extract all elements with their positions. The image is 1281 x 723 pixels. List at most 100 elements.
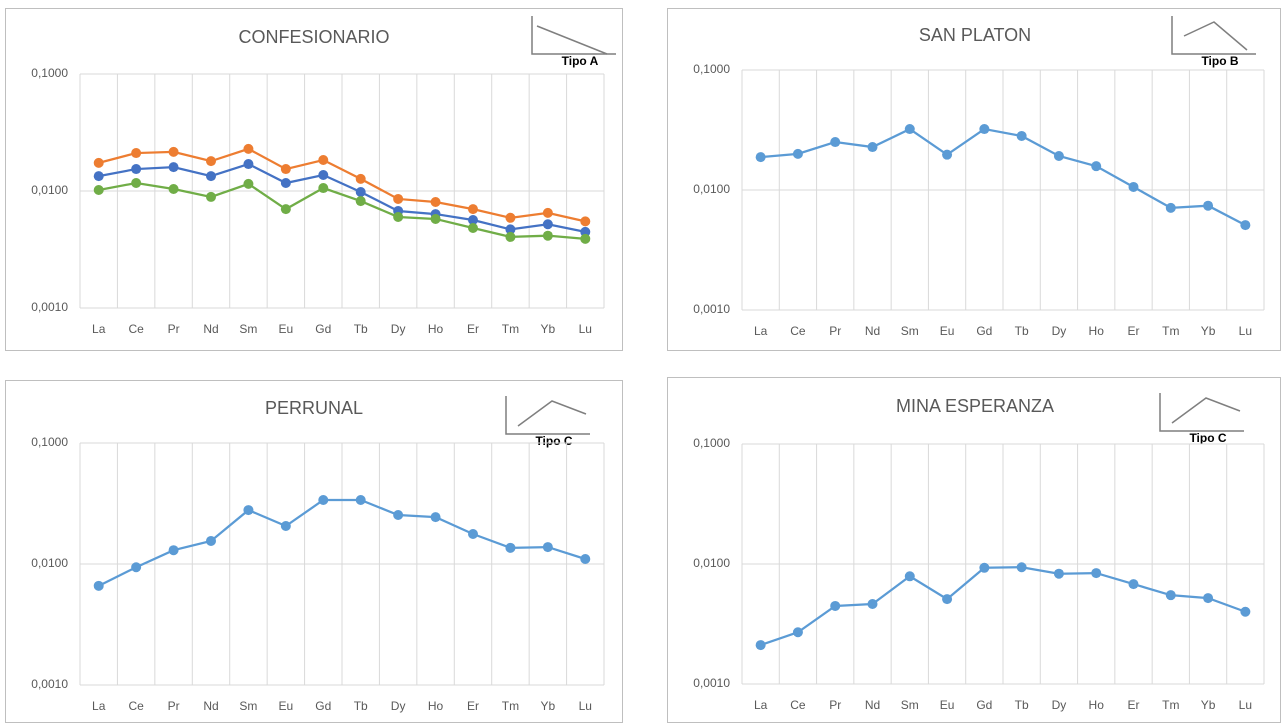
data-point: [393, 193, 404, 204]
x-tick-label: Sm: [901, 698, 919, 712]
y-tick-label: 0,0100: [693, 182, 730, 196]
x-tick-label: Pr: [829, 324, 841, 338]
data-point: [206, 156, 216, 167]
data-point: [280, 164, 291, 175]
y-tick-label: 0,1000: [693, 62, 730, 76]
x-tick-label: Dy: [391, 699, 406, 713]
x-tick-label: Tb: [1015, 698, 1029, 712]
chart-title: CONFESIONARIO: [238, 27, 389, 47]
data-point: [1203, 200, 1214, 211]
x-tick-label: Dy: [1052, 698, 1067, 712]
annotation: Tipo C: [535, 434, 572, 448]
x-tick-label: Er: [1128, 698, 1140, 712]
data-point: [505, 224, 516, 235]
data-point: [131, 562, 142, 573]
data-point: [131, 148, 142, 159]
x-tick-label: Ho: [428, 322, 444, 336]
data-point: [580, 216, 591, 227]
data-point: [243, 505, 254, 516]
data-point: [867, 142, 878, 153]
series-line: [760, 127, 1246, 227]
x-tick-label: Tm: [502, 699, 519, 713]
data-point: [542, 230, 553, 241]
x-tick-label: Ho: [1089, 324, 1105, 338]
data-point: [318, 495, 329, 506]
data-point: [1091, 568, 1102, 579]
data-point: [206, 191, 216, 202]
data-point: [393, 510, 404, 521]
data-point: [206, 171, 216, 182]
y-tick-label: 0,0010: [693, 676, 730, 690]
data-point: [468, 204, 478, 215]
x-tick-label: Sm: [239, 699, 257, 713]
x-tick-label: Eu: [940, 698, 955, 712]
x-tick-label: Yb: [541, 699, 556, 713]
series-line: [98, 147, 586, 223]
data-point: [580, 233, 591, 244]
x-tick-label: Lu: [1239, 324, 1252, 338]
annotation: Tipo B: [1201, 54, 1238, 68]
data-point: [542, 219, 553, 230]
icon-shape: [536, 25, 608, 55]
series-line: [98, 162, 586, 234]
data-point: [355, 495, 366, 506]
data-point: [542, 542, 553, 553]
data-point: [430, 213, 441, 224]
x-tick-label: Nd: [203, 699, 218, 713]
data-point: [168, 162, 179, 173]
data-point: [93, 171, 104, 182]
data-point: [468, 222, 478, 233]
data-point: [318, 183, 329, 194]
x-tick-label: Pr: [829, 698, 841, 712]
data-point: [1016, 562, 1027, 573]
x-tick-label: Ho: [428, 699, 444, 713]
data-point: [318, 170, 329, 181]
data-point: [1165, 202, 1176, 213]
y-tick-label: 0,0100: [31, 183, 68, 197]
data-point: [1128, 579, 1139, 590]
x-tick-label: Tm: [1162, 698, 1179, 712]
data-point: [1053, 568, 1064, 579]
data-point: [430, 512, 441, 523]
chart-frame: [667, 8, 1281, 351]
icon-axes: [505, 396, 590, 435]
data-point: [979, 562, 990, 573]
data-point: [1091, 161, 1102, 172]
series-line: [98, 498, 586, 587]
data-point: [93, 184, 104, 195]
data-point: [580, 553, 591, 564]
x-tick-label: Sm: [239, 322, 257, 336]
y-tick-label: 0,1000: [31, 66, 68, 80]
chart-title: PERRUNAL: [265, 398, 363, 418]
x-tick-label: Pr: [168, 699, 180, 713]
x-tick-label: Gd: [976, 698, 992, 712]
data-point: [942, 149, 953, 160]
x-tick-label: La: [92, 699, 106, 713]
x-tick-label: Yb: [1201, 324, 1216, 338]
x-tick-label: Ce: [790, 698, 806, 712]
x-tick-label: Gd: [976, 324, 992, 338]
x-tick-label: Nd: [865, 698, 880, 712]
x-tick-label: Lu: [1239, 698, 1252, 712]
data-point: [243, 143, 254, 154]
x-tick-label: Eu: [279, 699, 294, 713]
x-tick-label: Nd: [203, 322, 218, 336]
data-point: [542, 207, 553, 218]
x-tick-label: Tb: [1015, 324, 1029, 338]
data-point: [93, 580, 104, 591]
data-point: [830, 600, 841, 611]
annotation: Tipo A: [562, 54, 599, 68]
data-point: [1240, 220, 1251, 231]
data-point: [1053, 151, 1064, 162]
x-tick-label: Ho: [1089, 698, 1105, 712]
x-tick-label: Tm: [1162, 324, 1179, 338]
x-tick-label: Yb: [541, 322, 556, 336]
x-tick-label: Eu: [940, 324, 955, 338]
data-point: [243, 178, 254, 189]
y-tick-label: 0,1000: [693, 436, 730, 450]
data-point: [355, 173, 366, 184]
data-point: [355, 196, 366, 207]
y-tick-label: 0,0100: [693, 556, 730, 570]
data-point: [430, 197, 441, 208]
